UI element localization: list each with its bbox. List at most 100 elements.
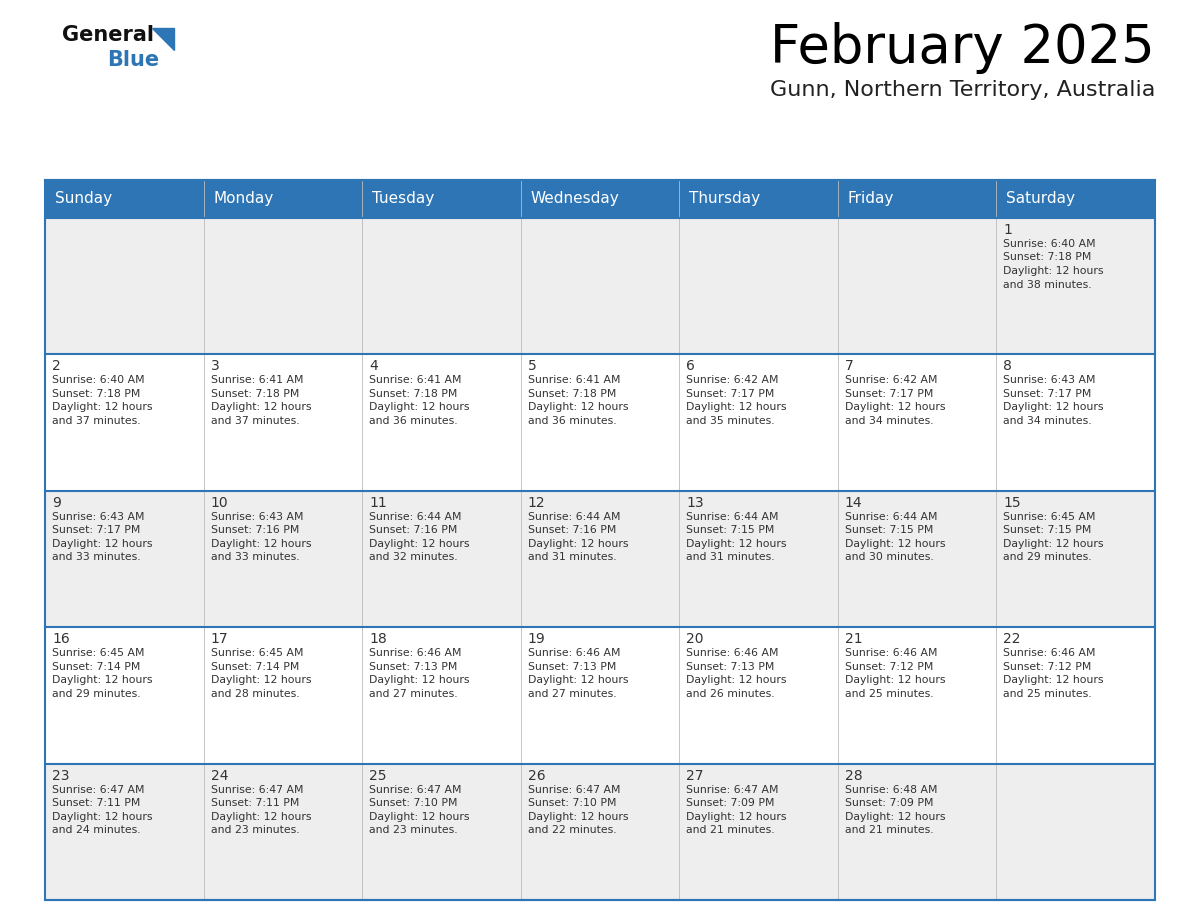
Text: Daylight: 12 hours: Daylight: 12 hours xyxy=(527,676,628,685)
Bar xyxy=(45,218,203,354)
Text: Sunset: 7:18 PM: Sunset: 7:18 PM xyxy=(1004,252,1092,263)
Bar xyxy=(362,764,520,900)
Bar xyxy=(362,627,520,764)
Text: Sunset: 7:15 PM: Sunset: 7:15 PM xyxy=(1004,525,1092,535)
Text: and 34 minutes.: and 34 minutes. xyxy=(845,416,934,426)
Text: 18: 18 xyxy=(369,633,387,646)
Text: Saturday: Saturday xyxy=(1006,192,1075,207)
Text: and 34 minutes.: and 34 minutes. xyxy=(1004,416,1092,426)
Bar xyxy=(45,491,203,627)
Bar xyxy=(45,627,203,764)
Text: Sunrise: 6:44 AM: Sunrise: 6:44 AM xyxy=(687,512,779,521)
Text: Sunrise: 6:47 AM: Sunrise: 6:47 AM xyxy=(687,785,779,795)
Text: Sunrise: 6:44 AM: Sunrise: 6:44 AM xyxy=(845,512,937,521)
Text: February 2025: February 2025 xyxy=(770,22,1155,74)
Bar xyxy=(520,218,680,354)
Text: Daylight: 12 hours: Daylight: 12 hours xyxy=(687,539,786,549)
Text: Sunset: 7:12 PM: Sunset: 7:12 PM xyxy=(1004,662,1092,672)
Bar xyxy=(997,354,1155,491)
Text: Sunset: 7:15 PM: Sunset: 7:15 PM xyxy=(687,525,775,535)
Text: Sunset: 7:17 PM: Sunset: 7:17 PM xyxy=(1004,389,1092,399)
Bar xyxy=(45,180,1155,900)
Text: General: General xyxy=(62,25,154,45)
Text: 28: 28 xyxy=(845,768,862,783)
Text: Sunset: 7:18 PM: Sunset: 7:18 PM xyxy=(369,389,457,399)
Text: 23: 23 xyxy=(52,768,70,783)
Text: and 23 minutes.: and 23 minutes. xyxy=(210,825,299,835)
Text: and 37 minutes.: and 37 minutes. xyxy=(210,416,299,426)
Bar xyxy=(997,627,1155,764)
Text: Sunrise: 6:46 AM: Sunrise: 6:46 AM xyxy=(369,648,462,658)
Text: 3: 3 xyxy=(210,360,220,374)
Bar xyxy=(680,218,838,354)
Text: and 38 minutes.: and 38 minutes. xyxy=(1004,279,1092,289)
Text: Sunset: 7:16 PM: Sunset: 7:16 PM xyxy=(369,525,457,535)
Text: 9: 9 xyxy=(52,496,61,509)
Text: Sunrise: 6:45 AM: Sunrise: 6:45 AM xyxy=(210,648,303,658)
Text: and 27 minutes.: and 27 minutes. xyxy=(369,688,457,699)
Bar xyxy=(997,764,1155,900)
Text: Sunrise: 6:48 AM: Sunrise: 6:48 AM xyxy=(845,785,937,795)
Text: Daylight: 12 hours: Daylight: 12 hours xyxy=(527,539,628,549)
Text: and 27 minutes.: and 27 minutes. xyxy=(527,688,617,699)
Text: 16: 16 xyxy=(52,633,70,646)
Bar xyxy=(838,491,997,627)
Text: Sunset: 7:18 PM: Sunset: 7:18 PM xyxy=(527,389,617,399)
Text: and 31 minutes.: and 31 minutes. xyxy=(527,553,617,563)
Text: Tuesday: Tuesday xyxy=(372,192,435,207)
Bar xyxy=(45,180,1155,218)
Text: Monday: Monday xyxy=(214,192,273,207)
Bar xyxy=(45,764,203,900)
Bar xyxy=(680,764,838,900)
Text: and 25 minutes.: and 25 minutes. xyxy=(845,688,934,699)
Text: Thursday: Thursday xyxy=(689,192,760,207)
Bar xyxy=(997,491,1155,627)
Bar xyxy=(45,354,203,491)
Text: Daylight: 12 hours: Daylight: 12 hours xyxy=(210,539,311,549)
Bar xyxy=(520,491,680,627)
Bar xyxy=(997,218,1155,354)
Text: Sunset: 7:16 PM: Sunset: 7:16 PM xyxy=(527,525,617,535)
Bar xyxy=(520,354,680,491)
Text: Sunset: 7:09 PM: Sunset: 7:09 PM xyxy=(845,798,934,808)
Text: Blue: Blue xyxy=(107,50,159,70)
Text: Daylight: 12 hours: Daylight: 12 hours xyxy=(369,812,469,822)
Text: Sunday: Sunday xyxy=(55,192,112,207)
Text: and 30 minutes.: and 30 minutes. xyxy=(845,553,934,563)
Text: and 28 minutes.: and 28 minutes. xyxy=(210,688,299,699)
Text: and 29 minutes.: and 29 minutes. xyxy=(1004,553,1092,563)
Text: Daylight: 12 hours: Daylight: 12 hours xyxy=(1004,676,1104,685)
Text: Daylight: 12 hours: Daylight: 12 hours xyxy=(845,812,946,822)
Text: Daylight: 12 hours: Daylight: 12 hours xyxy=(687,402,786,412)
Text: 12: 12 xyxy=(527,496,545,509)
Text: Daylight: 12 hours: Daylight: 12 hours xyxy=(52,676,152,685)
Text: 7: 7 xyxy=(845,360,854,374)
Bar xyxy=(520,764,680,900)
Text: Sunset: 7:10 PM: Sunset: 7:10 PM xyxy=(369,798,457,808)
Text: Sunrise: 6:46 AM: Sunrise: 6:46 AM xyxy=(1004,648,1095,658)
Bar xyxy=(203,354,362,491)
Text: Daylight: 12 hours: Daylight: 12 hours xyxy=(845,676,946,685)
Text: Daylight: 12 hours: Daylight: 12 hours xyxy=(52,402,152,412)
Text: Sunrise: 6:43 AM: Sunrise: 6:43 AM xyxy=(210,512,303,521)
Text: Daylight: 12 hours: Daylight: 12 hours xyxy=(52,812,152,822)
Bar xyxy=(203,218,362,354)
Text: Sunset: 7:11 PM: Sunset: 7:11 PM xyxy=(52,798,140,808)
Text: Daylight: 12 hours: Daylight: 12 hours xyxy=(527,812,628,822)
Text: Sunrise: 6:47 AM: Sunrise: 6:47 AM xyxy=(210,785,303,795)
Text: Sunrise: 6:44 AM: Sunrise: 6:44 AM xyxy=(527,512,620,521)
Text: and 37 minutes.: and 37 minutes. xyxy=(52,416,140,426)
Text: Sunset: 7:17 PM: Sunset: 7:17 PM xyxy=(687,389,775,399)
Polygon shape xyxy=(152,28,173,50)
Text: Sunset: 7:18 PM: Sunset: 7:18 PM xyxy=(52,389,140,399)
Text: Daylight: 12 hours: Daylight: 12 hours xyxy=(845,402,946,412)
Text: Sunset: 7:14 PM: Sunset: 7:14 PM xyxy=(52,662,140,672)
Text: Daylight: 12 hours: Daylight: 12 hours xyxy=(210,676,311,685)
Text: 14: 14 xyxy=(845,496,862,509)
Text: and 21 minutes.: and 21 minutes. xyxy=(687,825,775,835)
Text: Daylight: 12 hours: Daylight: 12 hours xyxy=(527,402,628,412)
Text: Sunset: 7:15 PM: Sunset: 7:15 PM xyxy=(845,525,934,535)
Text: 22: 22 xyxy=(1004,633,1020,646)
Text: Sunrise: 6:46 AM: Sunrise: 6:46 AM xyxy=(845,648,937,658)
Bar xyxy=(362,491,520,627)
